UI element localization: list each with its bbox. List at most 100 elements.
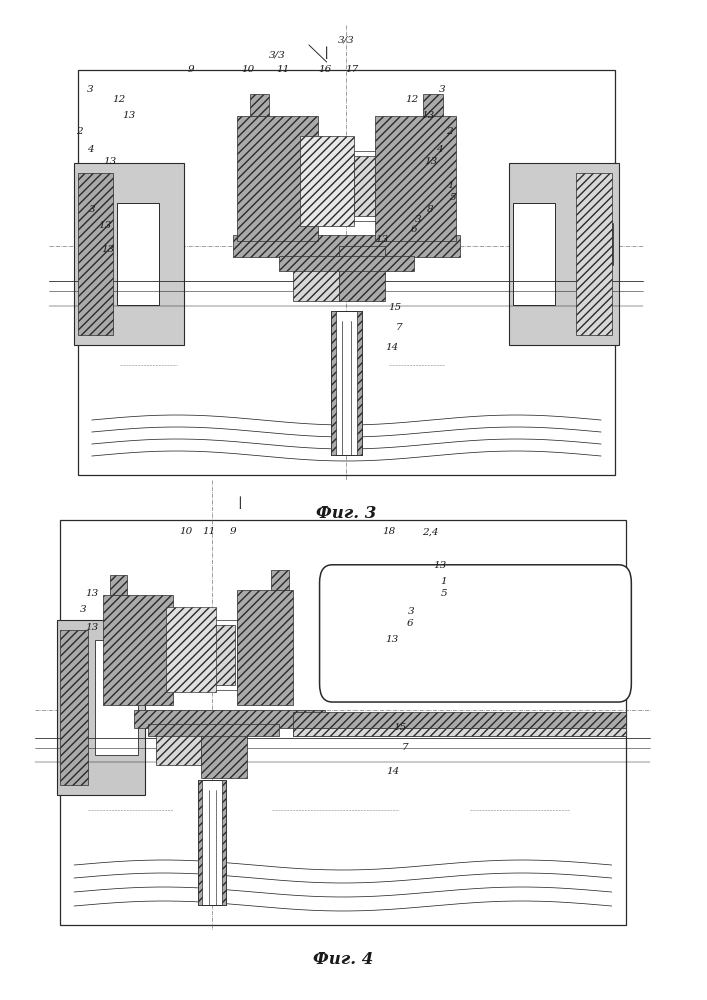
Text: 10: 10 — [180, 528, 192, 536]
Bar — [60, 520, 626, 925]
Bar — [293, 261, 339, 301]
Bar — [80, 223, 105, 265]
Text: 3: 3 — [87, 86, 94, 95]
Text: 13: 13 — [375, 234, 388, 243]
Text: 3/3: 3/3 — [269, 50, 286, 59]
Bar — [509, 163, 619, 345]
Bar — [57, 620, 145, 795]
Bar — [115, 603, 168, 693]
Text: 13: 13 — [433, 560, 446, 570]
Bar — [103, 595, 173, 705]
Bar — [60, 630, 88, 785]
Text: 13: 13 — [386, 636, 399, 645]
Text: 8: 8 — [426, 205, 433, 214]
Bar — [513, 203, 555, 305]
Bar — [357, 311, 362, 455]
Bar — [201, 726, 247, 778]
Text: 13: 13 — [98, 222, 111, 231]
Bar — [74, 163, 184, 345]
Text: 13: 13 — [86, 589, 98, 598]
Bar — [293, 726, 626, 736]
Bar — [244, 598, 288, 693]
Text: 17: 17 — [346, 65, 358, 74]
Bar — [156, 728, 201, 765]
Bar — [233, 235, 460, 257]
Bar — [304, 206, 312, 231]
Bar — [166, 607, 216, 692]
Text: 12: 12 — [112, 95, 125, 104]
Text: 3/3: 3/3 — [338, 36, 355, 45]
Bar — [110, 575, 127, 595]
Bar — [252, 126, 305, 226]
Bar — [300, 136, 354, 226]
Bar — [279, 256, 414, 271]
Bar — [237, 116, 318, 241]
Text: 13: 13 — [103, 157, 116, 166]
Bar — [78, 173, 113, 335]
Bar — [339, 246, 385, 301]
Text: 7: 7 — [402, 744, 409, 752]
Text: 10: 10 — [241, 65, 254, 74]
Text: 9: 9 — [187, 65, 194, 74]
Bar — [293, 728, 626, 736]
Text: 14: 14 — [385, 344, 398, 353]
Bar — [271, 570, 289, 590]
Bar — [375, 116, 456, 241]
Bar — [387, 126, 440, 226]
Text: 13: 13 — [86, 624, 98, 633]
Bar — [576, 173, 612, 335]
Text: 4: 4 — [87, 144, 94, 153]
Text: 11: 11 — [202, 528, 215, 536]
Text: 6: 6 — [407, 619, 414, 629]
Text: 1: 1 — [448, 182, 455, 190]
Text: 18: 18 — [382, 528, 395, 536]
Bar — [237, 590, 293, 705]
Bar — [148, 724, 279, 736]
Bar — [160, 677, 168, 697]
Bar — [380, 206, 389, 231]
Bar — [95, 640, 138, 755]
Bar — [210, 625, 235, 685]
Bar — [117, 203, 159, 305]
Text: 3: 3 — [438, 86, 445, 95]
Text: 11: 11 — [276, 65, 289, 74]
Text: 3: 3 — [408, 607, 415, 616]
Bar — [352, 151, 377, 221]
Text: 13: 13 — [421, 111, 434, 120]
Text: 13: 13 — [123, 111, 136, 120]
Text: 15: 15 — [394, 724, 407, 732]
Text: 13: 13 — [425, 157, 438, 166]
Bar — [134, 710, 325, 728]
FancyBboxPatch shape — [320, 565, 631, 702]
Text: 4: 4 — [436, 144, 443, 153]
Bar — [331, 311, 362, 455]
Bar — [198, 780, 202, 905]
Bar — [293, 712, 626, 728]
Bar — [222, 780, 226, 905]
Text: 3: 3 — [88, 205, 95, 214]
Text: 2: 2 — [76, 127, 83, 136]
Bar — [331, 311, 336, 455]
Text: 3: 3 — [80, 604, 87, 613]
Text: 13: 13 — [101, 245, 114, 254]
Text: 15: 15 — [388, 304, 401, 312]
Text: 7: 7 — [396, 324, 403, 332]
Text: 16: 16 — [319, 65, 332, 74]
Text: 14: 14 — [387, 766, 399, 776]
Text: Фиг. 3: Фиг. 3 — [316, 504, 377, 521]
Bar — [354, 156, 375, 216]
Text: 3: 3 — [415, 215, 422, 224]
Bar — [209, 620, 237, 690]
Text: 2,4: 2,4 — [421, 528, 438, 536]
Bar — [588, 223, 613, 265]
Bar — [423, 94, 443, 116]
Bar — [250, 94, 269, 116]
Bar — [198, 780, 226, 905]
Text: 9: 9 — [230, 528, 237, 536]
Text: 6: 6 — [410, 226, 417, 234]
Text: 5: 5 — [450, 194, 457, 202]
Text: Фиг. 4: Фиг. 4 — [312, 952, 373, 968]
Text: 5: 5 — [440, 589, 448, 598]
Text: 12: 12 — [406, 95, 419, 104]
Bar — [78, 70, 615, 475]
